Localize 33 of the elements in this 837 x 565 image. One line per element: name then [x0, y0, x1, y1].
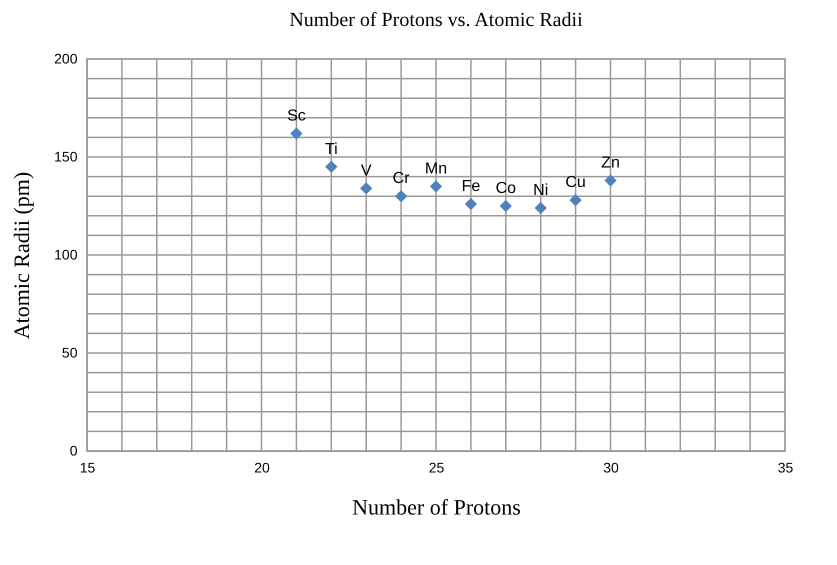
- x-axis-title: Number of Protons: [352, 494, 521, 520]
- annotation: Cr: [392, 170, 410, 188]
- x-tick-label: 35: [778, 460, 794, 476]
- point: [569, 194, 582, 206]
- x-tick-label: 20: [254, 460, 270, 476]
- y-axis-title: Atomic Radii (pm): [9, 172, 34, 340]
- x-tick-label: 15: [80, 460, 96, 476]
- y-tick-label: 100: [54, 246, 78, 262]
- annotation: Ni: [533, 182, 548, 199]
- point: [604, 174, 617, 187]
- x-tick-label: 30: [603, 460, 619, 476]
- y-tick-label: 0: [70, 442, 78, 458]
- x-tick-label: 25: [428, 460, 444, 476]
- point: [500, 200, 512, 212]
- annotation: Cu: [565, 174, 586, 192]
- y-tick-label: 50: [62, 344, 78, 360]
- y-tick-label: 200: [54, 50, 78, 66]
- point: [290, 127, 303, 140]
- point: [360, 182, 372, 194]
- annotation: V: [360, 162, 372, 180]
- annotation: Fe: [462, 178, 480, 196]
- point: [394, 190, 408, 202]
- chart-title: Number of Protons vs. Atomic Radii: [289, 9, 584, 31]
- annotation: Mn: [424, 160, 448, 178]
- y-tick-label: 150: [54, 148, 78, 164]
- annotation: Co: [496, 180, 516, 197]
- point: [464, 198, 478, 210]
- point: [534, 202, 547, 214]
- point: [430, 180, 442, 193]
- annotation: Sc: [287, 107, 306, 124]
- point: [325, 160, 338, 173]
- annotation: Ti: [324, 140, 338, 158]
- annotation: Zn: [601, 154, 620, 172]
